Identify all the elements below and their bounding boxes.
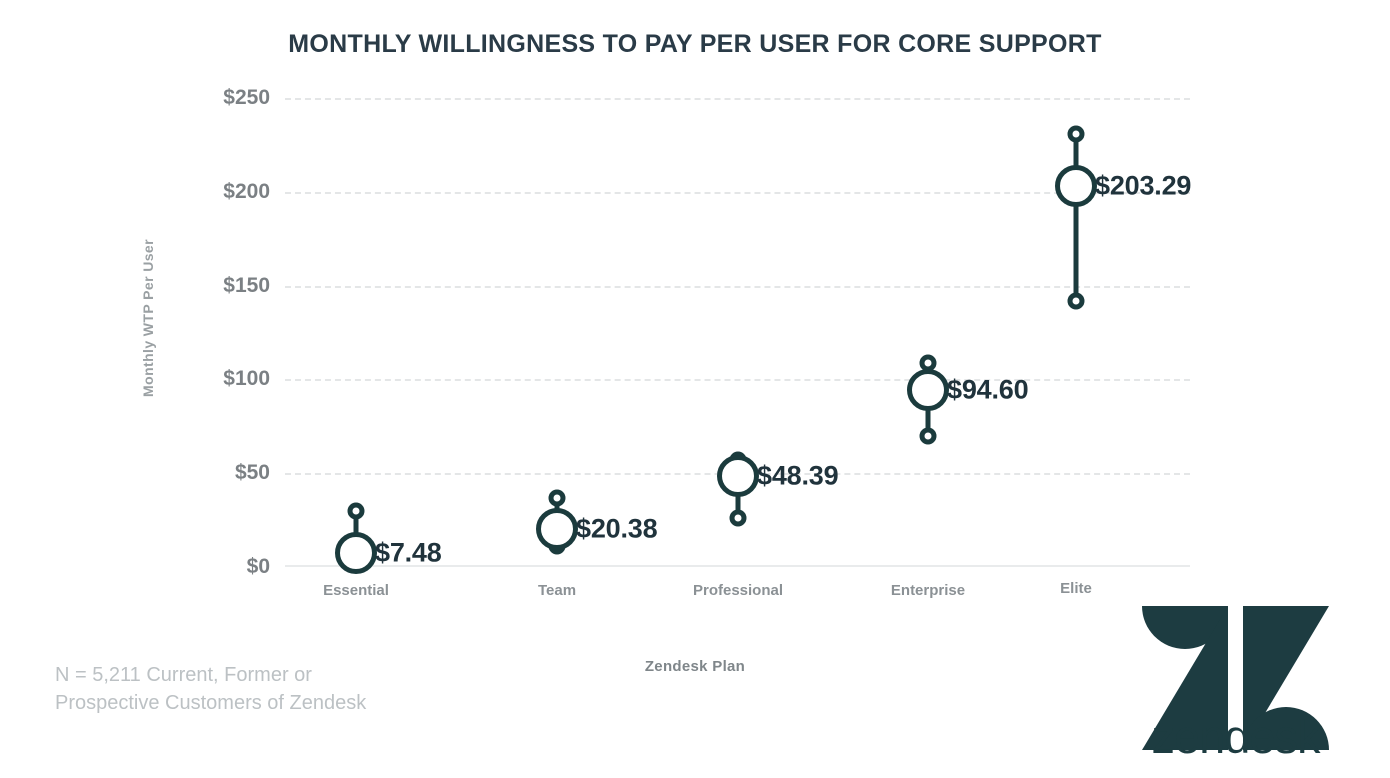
error-bar-cap-upper bbox=[347, 502, 365, 520]
data-point-value-label: $20.38 bbox=[576, 513, 658, 544]
y-axis-title: Monthly WTP Per User bbox=[140, 239, 156, 397]
error-bar-cap-lower bbox=[919, 427, 937, 445]
x-axis-tick-label: Professional bbox=[692, 582, 784, 599]
gridline bbox=[285, 191, 1190, 194]
y-axis-tick-label: $250 bbox=[223, 86, 270, 109]
gridline bbox=[285, 98, 1190, 100]
mean-marker[interactable] bbox=[907, 368, 949, 411]
data-point-value-label: $94.60 bbox=[947, 374, 1029, 405]
data-point-value-label: $203.29 bbox=[1095, 170, 1192, 201]
x-axis-tick-label: Elite bbox=[1060, 580, 1092, 597]
x-axis-tick-label: Team bbox=[537, 582, 577, 599]
y-axis-tick-label: $150 bbox=[223, 273, 270, 297]
error-bar-cap-upper bbox=[548, 489, 566, 507]
page-title: MONTHLY WILLINGNESS TO PAY PER USER FOR … bbox=[288, 30, 1102, 58]
error-bar-cap-lower bbox=[1067, 292, 1085, 310]
x-axis-tick-label: Enterprise bbox=[890, 582, 966, 599]
mean-marker[interactable] bbox=[717, 455, 759, 498]
x-axis-tick-label: Essential bbox=[323, 582, 389, 599]
mean-marker[interactable] bbox=[1055, 164, 1097, 207]
y-axis-tick-label: $200 bbox=[223, 179, 270, 203]
y-axis-tick-label: $0 bbox=[246, 555, 270, 578]
data-point-value-label: $48.39 bbox=[757, 460, 839, 491]
plot-area: $7.48 $20.38 $48.39 $94.60 $203.29 bbox=[285, 98, 1192, 574]
error-bar-line bbox=[1073, 133, 1079, 301]
zendesk-wordmark: zendesk bbox=[1151, 710, 1320, 763]
zendesk-logo-icon bbox=[1142, 606, 1329, 750]
error-bar-cap-upper bbox=[1067, 125, 1085, 143]
y-axis-tick-label: $100 bbox=[223, 367, 270, 391]
y-axis-tick-label: $50 bbox=[234, 461, 270, 485]
error-bar-cap-lower bbox=[729, 509, 747, 527]
footnote: N = 5,211 Current, Former or Prospective… bbox=[55, 664, 367, 714]
x-axis-line bbox=[285, 565, 1190, 567]
x-axis-title: Zendesk Plan bbox=[644, 658, 746, 675]
data-point-value-label: $7.48 bbox=[375, 537, 442, 568]
mean-marker[interactable] bbox=[536, 507, 578, 550]
gridline bbox=[285, 379, 1190, 382]
gridline bbox=[285, 285, 1190, 288]
mean-marker[interactable] bbox=[335, 531, 377, 574]
